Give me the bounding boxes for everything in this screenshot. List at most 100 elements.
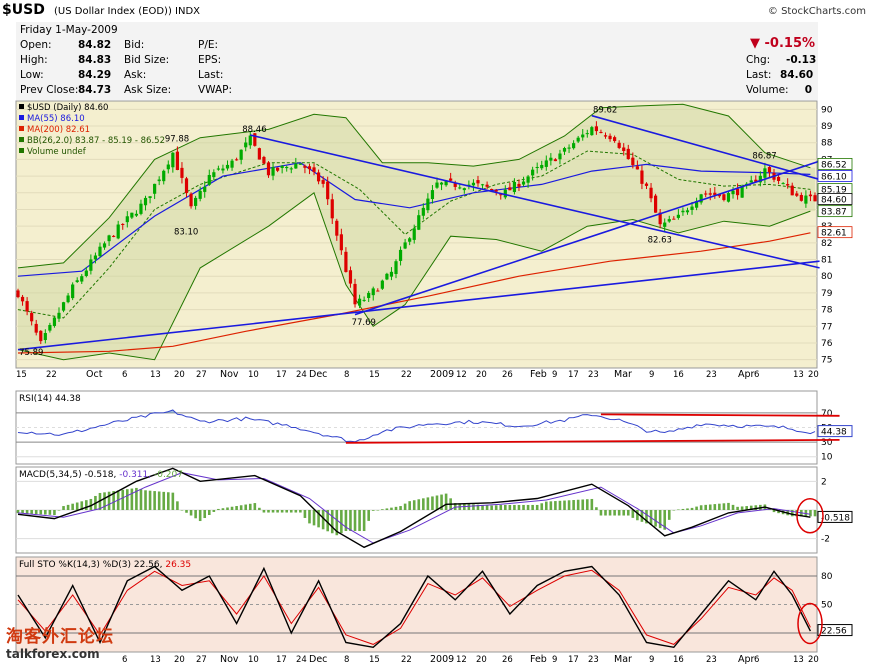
symbol: $USD — [2, 2, 45, 18]
macd-histogram-bar — [681, 508, 685, 510]
vwap-label: VWAP: — [198, 84, 233, 96]
candle-body — [339, 234, 343, 251]
x-axis-label: 8 — [344, 370, 349, 380]
macd-histogram-bar — [622, 510, 626, 516]
macd-histogram-bar — [531, 504, 534, 510]
macd-histogram-bar — [217, 508, 220, 510]
candle-body — [130, 212, 134, 218]
watermark-cn: 淘客外汇论坛 — [6, 627, 114, 647]
x-axis-label: 13 — [150, 370, 161, 380]
candle-body — [658, 212, 662, 225]
ask-label: Ask: — [124, 69, 147, 81]
candle-body — [521, 181, 526, 185]
x-axis-label: 20 — [808, 370, 819, 380]
brand[interactable]: © StockCharts.com — [767, 6, 866, 17]
macd-histogram-bar — [604, 510, 607, 516]
candle-body — [275, 167, 280, 171]
macd-histogram-bar — [481, 504, 484, 510]
candle-body — [704, 193, 708, 195]
candle-body — [148, 196, 152, 198]
macd-histogram-bar — [549, 501, 553, 510]
macd-histogram-bar — [718, 503, 721, 510]
macd-histogram-bar — [321, 510, 325, 530]
macd-histogram-bar — [581, 499, 585, 510]
candle-body — [735, 188, 740, 196]
macd-histogram-bar — [299, 510, 302, 513]
macd-histogram-bar — [508, 504, 512, 510]
rsi-last-value: 44.38 — [821, 428, 847, 438]
candle-body — [717, 194, 721, 197]
candle-body — [572, 143, 576, 149]
candle-body — [48, 324, 52, 331]
candle-body — [471, 182, 476, 186]
candle-body — [248, 135, 252, 146]
candle-body — [307, 166, 312, 170]
candle-body — [385, 273, 389, 280]
macd-histogram-bar — [230, 506, 234, 510]
sto-x-axis-label: 22 — [401, 655, 412, 665]
macd-histogram-bar — [198, 510, 202, 522]
macd-histogram-bar — [631, 510, 635, 518]
macd-histogram-bar — [672, 510, 676, 511]
sto-d-line — [17, 569, 811, 645]
macd-histogram-bar — [189, 510, 193, 516]
x-axis-label: 23 — [706, 370, 717, 380]
macd-histogram-bar — [221, 508, 225, 510]
trendline — [354, 160, 820, 316]
macd-histogram-bar — [44, 510, 47, 515]
sto-x-axis-label: 12 — [456, 655, 467, 665]
price-tick-label: 81 — [821, 256, 832, 266]
sto-x-axis-label: 20 — [476, 655, 487, 665]
candle-body — [271, 167, 275, 176]
price-panel-bg — [15, 100, 818, 369]
x-axis-label: 15 — [16, 370, 27, 380]
sto-highlight-circle — [797, 602, 823, 645]
candle-body — [80, 276, 84, 282]
candle-body — [212, 172, 216, 178]
rsi-tick-label: 70 — [821, 409, 833, 419]
candle-body — [726, 193, 731, 202]
x-axis-label: 12 — [456, 370, 467, 380]
candle-body — [207, 174, 211, 185]
macd-histogram-bar — [736, 506, 739, 510]
macd-histogram-bar — [595, 507, 598, 510]
candle-body — [749, 180, 753, 183]
macd-histogram-bar — [194, 510, 197, 519]
x-axis-label: 22 — [401, 370, 412, 380]
macd-histogram-bar — [335, 510, 339, 536]
candle-body — [758, 175, 762, 183]
bid-size-label: Bid Size: — [124, 54, 170, 66]
legend-swatch — [19, 126, 24, 131]
x-axis-label: 17 — [276, 370, 287, 380]
macd-histogram-bar — [353, 510, 357, 532]
macd-histogram-bar — [667, 510, 671, 520]
macd-histogram-bar — [171, 492, 175, 510]
macd-histogram-bar — [376, 510, 380, 511]
macd-histogram-bar — [126, 489, 129, 510]
price-legend-entry: $USD (Daily) 84.60 — [27, 103, 108, 113]
candle-body — [640, 170, 644, 184]
macd-histogram-bar — [71, 503, 74, 510]
macd-histogram-bar — [390, 507, 393, 510]
candle-body — [412, 228, 416, 240]
high-value: 84.83 — [78, 54, 112, 66]
quote-panel: Friday 1-May-2009 Open: 84.82 High: 84.8… — [16, 22, 818, 100]
candle-body — [494, 190, 498, 192]
macd-histogram-bar — [722, 503, 726, 510]
candle-body — [581, 134, 585, 138]
chart-header: $USD (US Dollar Index (EOD)) INDX © Stoc… — [0, 0, 870, 22]
price-tick-label: 78 — [821, 306, 833, 316]
x-axis-label: Nov — [220, 369, 239, 380]
candle-body — [316, 172, 321, 182]
macd-histogram-bar — [590, 498, 594, 510]
sto-x-axis-label: 23 — [706, 655, 717, 665]
macd-histogram-bar — [308, 510, 311, 524]
candle-body — [93, 255, 98, 260]
candle-body — [458, 187, 462, 189]
candle-body — [175, 151, 179, 170]
macd-histogram-bar — [262, 510, 266, 513]
candle-body — [535, 166, 539, 168]
x-axis-label: 15 — [369, 370, 380, 380]
macd-histogram-bar — [658, 510, 662, 529]
x-axis-label: 13 — [793, 370, 804, 380]
